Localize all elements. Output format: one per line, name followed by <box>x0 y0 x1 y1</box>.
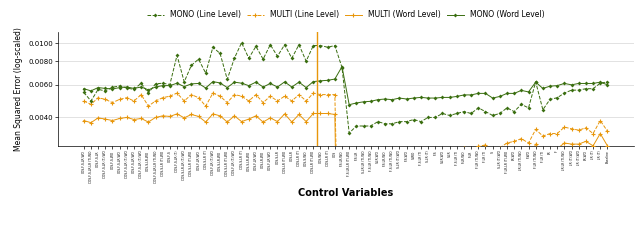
MONO (Word Level) <box>195 82 202 85</box>
MONO (Word Level) <box>252 81 260 84</box>
MULTI (Line Level) <box>173 92 181 94</box>
MONO (Line Level) <box>604 81 611 83</box>
MULTI (Line Level) <box>80 100 88 102</box>
MONO (Line Level) <box>568 89 575 92</box>
MONO (Word Level) <box>338 65 346 68</box>
MONO (Line Level) <box>188 64 195 67</box>
MULTI (Word Level) <box>310 112 317 115</box>
MONO (Word Level) <box>80 87 88 90</box>
MULTI (Word Level) <box>252 114 260 117</box>
MULTI (Line Level) <box>604 130 611 132</box>
MONO (Word Level) <box>188 82 195 85</box>
MONO (Word Level) <box>388 98 396 101</box>
MONO (Word Level) <box>381 98 389 101</box>
MONO (Line Level) <box>388 122 396 125</box>
Line: MULTI (Line Level): MULTI (Line Level) <box>82 91 609 244</box>
MULTI (Line Level) <box>381 157 389 160</box>
Legend: MONO (Line Level), MULTI (Line Level), MULTI (Word Level), MONO (Word Level): MONO (Line Level), MULTI (Line Level), M… <box>147 10 545 19</box>
MULTI (Word Level) <box>80 119 88 122</box>
MULTI (Word Level) <box>604 144 611 147</box>
MONO (Line Level) <box>346 132 353 134</box>
Y-axis label: Mean Squared Error (log-scaled): Mean Squared Error (log-scaled) <box>14 27 23 151</box>
MULTI (Word Level) <box>568 143 575 146</box>
MULTI (Word Level) <box>388 172 396 174</box>
Line: MONO (Line Level): MONO (Line Level) <box>83 41 609 134</box>
MULTI (Word Level) <box>195 115 202 118</box>
MULTI (Line Level) <box>202 105 209 108</box>
MONO (Line Level) <box>195 58 202 61</box>
MONO (Word Level) <box>346 103 353 106</box>
MONO (Line Level) <box>80 91 88 94</box>
MONO (Line Level) <box>259 58 267 61</box>
Line: MULTI (Word Level): MULTI (Word Level) <box>82 112 609 244</box>
MULTI (Line Level) <box>568 127 575 130</box>
MONO (Word Level) <box>604 83 611 86</box>
X-axis label: Control Variables: Control Variables <box>298 189 393 199</box>
MULTI (Line Level) <box>259 101 267 104</box>
MONO (Line Level) <box>381 122 389 125</box>
MULTI (Line Level) <box>195 96 202 99</box>
MONO (Word Level) <box>568 83 575 86</box>
MULTI (Word Level) <box>381 173 389 176</box>
MONO (Line Level) <box>237 41 245 44</box>
Line: MONO (Word Level): MONO (Word Level) <box>83 65 609 106</box>
MULTI (Word Level) <box>188 113 195 116</box>
MULTI (Line Level) <box>388 157 396 160</box>
